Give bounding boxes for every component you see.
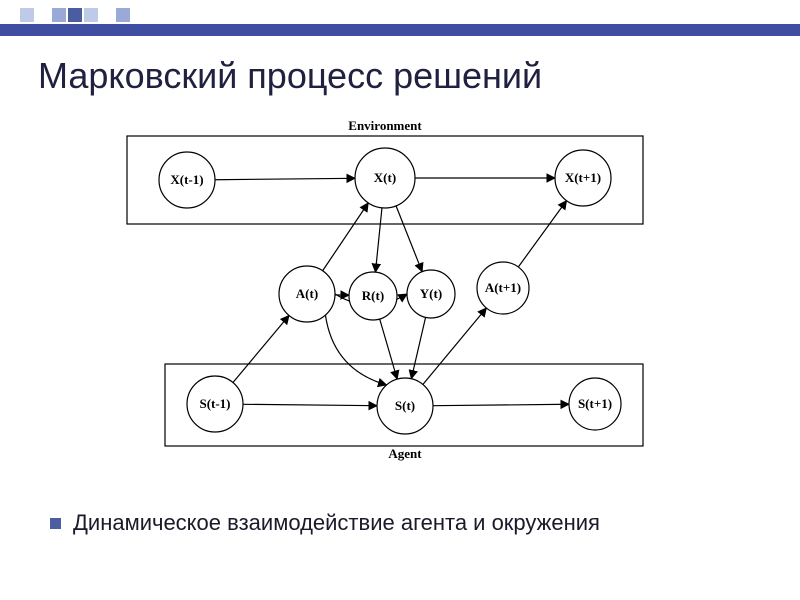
edge-a_tp1-x_tp1 [518,201,566,267]
node-label-x_tm1: X(t-1) [170,172,203,187]
node-label-a_tp1: A(t+1) [485,280,521,295]
edge-x_tm1-x_t [215,178,355,179]
bullet-text: Динамическое взаимодействие агента и окр… [73,510,600,536]
edge-s_t-a_tp1 [423,308,486,384]
node-label-y_t: Y(t) [420,286,442,301]
env-label: Environment [348,118,422,133]
nodes: X(t-1) X(t) X(t+1) A(t) R(t) Y(t) A(t+1) S(t-1)… [159,148,621,434]
edge-s_t-s_tp1 [433,404,569,405]
edge-s_tm1-a_t [233,315,289,382]
decor-blocks [20,8,130,22]
edge-r_t-s_t [380,319,397,379]
decor-bar [0,24,800,36]
edge-a_t-s_t [325,315,386,385]
node-label-s_tp1: S(t+1) [578,396,612,411]
slide-title: Марковский процесс решений [38,55,542,97]
node-label-r_t: R(t) [362,288,384,303]
node-label-a_t: A(t) [296,286,318,301]
bullet-item: Динамическое взаимодействие агента и окр… [50,510,600,536]
mdp-diagram: Environment Agent X(t-1) X(t) X(t+1) A(t) R(t)… [115,118,655,466]
node-label-x_t: X(t) [374,170,396,185]
edge-y_t-s_t [411,317,425,378]
node-label-s_tm1: S(t-1) [199,396,230,411]
agent-label: Agent [388,446,422,461]
node-label-x_tp1: X(t+1) [565,170,601,185]
edge-a_t-x_t [323,203,369,271]
bullet-icon [50,518,61,529]
slide-decor [0,0,800,40]
edge-x_t-r_t [375,208,382,272]
edge-x_t-y_t [396,206,422,272]
edge-s_tm1-s_t [243,404,377,405]
node-label-s_t: S(t) [395,398,415,413]
